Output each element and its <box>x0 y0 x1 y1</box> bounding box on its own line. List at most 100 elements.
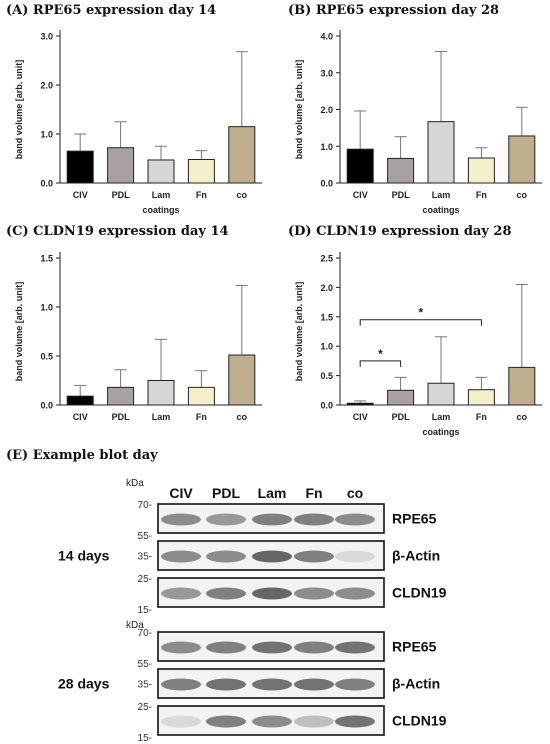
x-tick-label: PDL <box>112 412 131 422</box>
chart-b: 0.0 1.0 2.0 3.0 4.0 band volume [arb. unit] CI… <box>294 30 542 215</box>
group-label: 14 days <box>58 548 110 564</box>
x-tick-label: CIV <box>73 412 88 422</box>
bar <box>187 158 215 184</box>
kda-marker: 55- <box>138 531 152 542</box>
significance-bracket <box>359 319 482 326</box>
panel-title-c: (C) CLDN19 expression day 14 <box>6 224 229 239</box>
chart-d: 0.0 0.5 1.0 1.5 2.0 2.5 band volume [arb. unit… <box>294 252 542 437</box>
bar <box>228 354 256 406</box>
y-tick-label: 0.0 <box>40 179 53 189</box>
kda-marker: 35- <box>138 680 152 691</box>
x-axis-label: coatings <box>422 427 459 437</box>
kda-marker: 55- <box>138 659 152 670</box>
x-tick-label: co <box>517 412 528 422</box>
lane-label: CIV <box>169 485 193 501</box>
blot-band <box>294 641 334 654</box>
x-tick-label: PDL <box>112 190 131 200</box>
blot-band <box>206 587 246 600</box>
y-tick-label: 3.0 <box>40 32 53 42</box>
x-tick-label: Lam <box>152 190 171 200</box>
group-label: 28 days <box>58 676 110 692</box>
bar <box>387 157 415 184</box>
blot-band <box>335 678 375 691</box>
bar <box>387 389 415 406</box>
bar <box>508 135 536 184</box>
bar <box>427 121 455 184</box>
kda-marker: 70- <box>138 500 152 511</box>
bar <box>107 386 135 406</box>
x-axis-label: coatings <box>422 205 459 215</box>
kda-marker: 15- <box>138 733 152 744</box>
kda-marker: 35- <box>138 552 152 563</box>
blot-band <box>294 678 334 691</box>
blot-band <box>161 550 201 563</box>
y-tick-label: 2.0 <box>320 283 333 293</box>
protein-label: β-Actin <box>392 676 440 692</box>
bar <box>467 389 495 406</box>
protein-label: RPE65 <box>392 639 437 655</box>
y-tick-label: 1.0 <box>40 130 53 140</box>
y-tick-label: 2.0 <box>320 105 333 115</box>
panel-title-a: (A) RPE65 expression day 14 <box>6 3 217 18</box>
blot-band <box>252 715 292 728</box>
blot-band <box>335 715 375 728</box>
x-tick-label: CIV <box>353 412 368 422</box>
x-tick-label: PDL <box>392 190 411 200</box>
y-axis-label: band volume [arb. unit] <box>14 282 24 382</box>
x-tick-label: CIV <box>73 190 88 200</box>
y-tick-label: 1.0 <box>320 342 333 352</box>
x-tick-label: Fn <box>476 190 487 200</box>
y-axis-label: band volume [arb. unit] <box>294 282 304 382</box>
y-tick-label: 1.5 <box>40 254 53 264</box>
y-axis-label: band volume [arb. unit] <box>14 60 24 160</box>
protein-label: RPE65 <box>392 511 437 527</box>
bar <box>107 147 135 184</box>
bar <box>66 395 94 406</box>
x-tick-label: Lam <box>152 412 171 422</box>
y-tick-label: 0.5 <box>40 352 53 362</box>
blot-band <box>252 513 292 526</box>
bar <box>187 386 215 406</box>
x-tick-label: co <box>517 190 528 200</box>
blot-band <box>206 513 246 526</box>
protein-label: β-Actin <box>392 548 440 564</box>
kda-marker: 25- <box>138 702 152 713</box>
significance-bracket <box>359 360 402 367</box>
x-tick-label: Lam <box>432 190 451 200</box>
western-blot: kDa CIV PDL Lam Fn co 70- 55- RPE65 35- β-Actin 25-… <box>58 478 447 744</box>
blot-band <box>335 550 375 563</box>
bar <box>147 380 175 406</box>
bar <box>467 157 495 184</box>
significance-label: * <box>378 347 383 361</box>
x-tick-label: Fn <box>476 412 487 422</box>
kda-marker: 70- <box>138 628 152 639</box>
bar <box>508 366 536 406</box>
blot-band <box>206 641 246 654</box>
blot-band <box>335 587 375 600</box>
blot-band <box>206 678 246 691</box>
blot-band <box>252 641 292 654</box>
y-tick-label: 1.0 <box>320 142 333 152</box>
protein-label: CLDN19 <box>392 713 447 729</box>
blot-band <box>252 550 292 563</box>
y-tick-label: 0.0 <box>320 179 333 189</box>
blot-band <box>206 550 246 563</box>
chart-c: 0.0 0.5 1.0 1.5 band volume [arb. unit] CIV PD… <box>14 252 262 422</box>
protein-label: CLDN19 <box>392 585 447 601</box>
y-tick-label: 3.0 <box>320 68 333 78</box>
y-tick-label: 0.0 <box>40 401 53 411</box>
lane-label: co <box>347 485 363 501</box>
blot-band <box>252 587 292 600</box>
x-tick-label: co <box>237 412 248 422</box>
blot-band <box>161 587 201 600</box>
bar <box>346 402 374 406</box>
x-tick-label: PDL <box>392 412 411 422</box>
blot-band <box>206 715 246 728</box>
blot-band <box>294 550 334 563</box>
bar <box>228 126 256 184</box>
bar <box>427 382 455 406</box>
blot-section-title: (E) Example blot day <box>6 448 158 463</box>
blot-band <box>294 587 334 600</box>
blot-band <box>294 715 334 728</box>
x-tick-label: Lam <box>432 412 451 422</box>
